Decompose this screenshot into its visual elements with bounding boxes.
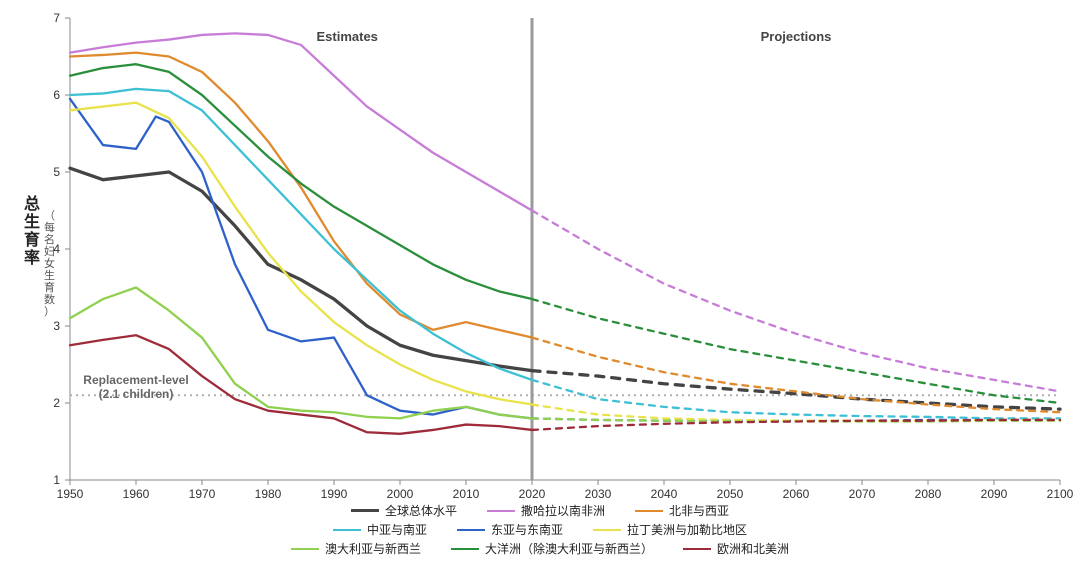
x-tick-label: 2020 [519,487,546,500]
projections-label: Projections [761,29,832,44]
x-tick-label: 1970 [189,487,216,500]
legend-swatch [291,548,319,550]
legend-item-oce: 大洋洲（除澳大利亚与新西兰） [451,540,653,557]
legend-item-lac: 拉丁美洲与加勒比地区 [593,521,747,538]
legend-item-euna: 欧洲和北美洲 [683,540,789,557]
replacement-label-1: Replacement-level [83,373,188,387]
x-tick-label: 2030 [585,487,612,500]
y-tick-label: 5 [53,165,60,179]
x-tick-label: 2010 [453,487,480,500]
x-tick-label: 1980 [255,487,282,500]
y-tick-label: 7 [53,11,60,25]
legend-item-anz: 澳大利亚与新西兰 [291,540,421,557]
legend-label: 全球总体水平 [385,502,457,519]
legend-label: 大洋洲（除澳大利亚与新西兰） [485,540,653,557]
legend-swatch [351,509,379,512]
x-tick-label: 2060 [783,487,810,500]
x-tick-label: 2080 [915,487,942,500]
legend-label: 澳大利亚与新西兰 [325,540,421,557]
legend-label: 撒哈拉以南非洲 [521,502,605,519]
y-tick-label: 3 [53,319,60,333]
legend-item-ssa: 撒哈拉以南非洲 [487,502,605,519]
legend-swatch [487,510,515,512]
legend-swatch [635,510,663,512]
legend-item-esea: 东亚与东南亚 [457,521,563,538]
legend-label: 北非与西亚 [669,502,729,519]
x-tick-label: 1960 [123,487,150,500]
legend-label: 拉丁美洲与加勒比地区 [627,521,747,538]
legend-label: 欧洲和北美洲 [717,540,789,557]
y-axis-sublabel: （每名妇女生育数） [44,209,55,318]
chart-legend: 全球总体水平 撒哈拉以南非洲 北非与西亚中亚与南亚 东亚与东南亚 拉丁美洲与加勒比地区澳… [0,502,1080,557]
legend-swatch [683,548,711,550]
y-tick-label: 2 [53,396,60,410]
x-tick-label: 2050 [717,487,744,500]
estimates-label: Estimates [316,29,377,44]
legend-label: 东亚与东南亚 [491,521,563,538]
legend-item-world: 全球总体水平 [351,502,457,519]
legend-swatch [451,548,479,550]
y-tick-label: 6 [53,88,60,102]
legend-item-csa: 中亚与南亚 [333,521,427,538]
x-tick-label: 2100 [1047,487,1074,500]
fertility-chart: 1234567195019601970198019902000201020202… [0,0,1080,500]
x-tick-label: 1950 [57,487,84,500]
x-tick-label: 2000 [387,487,414,500]
x-tick-label: 2090 [981,487,1008,500]
x-tick-label: 1990 [321,487,348,500]
x-tick-label: 2070 [849,487,876,500]
legend-label: 中亚与南亚 [367,521,427,538]
replacement-label-2: (2.1 children) [99,387,174,401]
y-tick-label: 1 [53,473,60,487]
legend-item-nawana: 北非与西亚 [635,502,729,519]
y-axis-label: 总生育率 [24,194,40,267]
x-tick-label: 2040 [651,487,678,500]
legend-swatch [333,529,361,531]
legend-swatch [593,529,621,531]
legend-swatch [457,529,485,531]
